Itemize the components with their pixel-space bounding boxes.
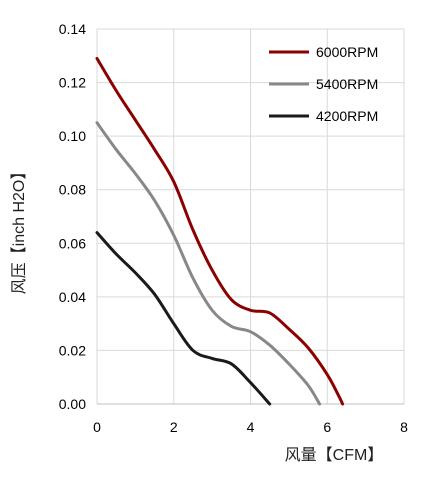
x-tick-label: 4 — [247, 419, 255, 435]
y-tick-label: 0.06 — [59, 235, 86, 251]
y-tick-label: 0.04 — [59, 289, 86, 305]
x-tick-label: 8 — [400, 419, 408, 435]
x-tick-label: 6 — [323, 419, 331, 435]
x-axis-ticks: 0 2 4 6 8 — [93, 419, 408, 435]
y-axis-ticks: 0.00 0.02 0.04 0.06 0.08 0.10 0.12 0.14 — [59, 21, 86, 412]
x-tick-label: 0 — [93, 419, 101, 435]
y-tick-label: 0.10 — [59, 128, 86, 144]
x-tick-label: 2 — [170, 419, 178, 435]
series-lines — [95, 56, 345, 406]
series-line-6000rpm — [95, 56, 345, 406]
y-tick-label: 0.00 — [59, 396, 86, 412]
legend-label: 6000RPM — [316, 44, 378, 60]
legend-label: 4200RPM — [316, 108, 378, 124]
y-axis-label: 风压【inch H2O】 — [11, 164, 28, 295]
y-tick-label: 0.02 — [59, 342, 86, 358]
x-axis-label: 风量【CFM】 — [285, 447, 384, 464]
y-tick-label: 0.12 — [59, 75, 86, 91]
y-tick-label: 0.08 — [59, 182, 86, 198]
legend-label: 5400RPM — [316, 76, 378, 92]
grid — [96, 28, 405, 405]
y-tick-label: 0.14 — [59, 21, 86, 37]
legend: 6000RPM 5400RPM 4200RPM — [269, 44, 378, 124]
series-line-5400rpm — [95, 121, 322, 406]
series-line-4200rpm — [95, 231, 272, 406]
